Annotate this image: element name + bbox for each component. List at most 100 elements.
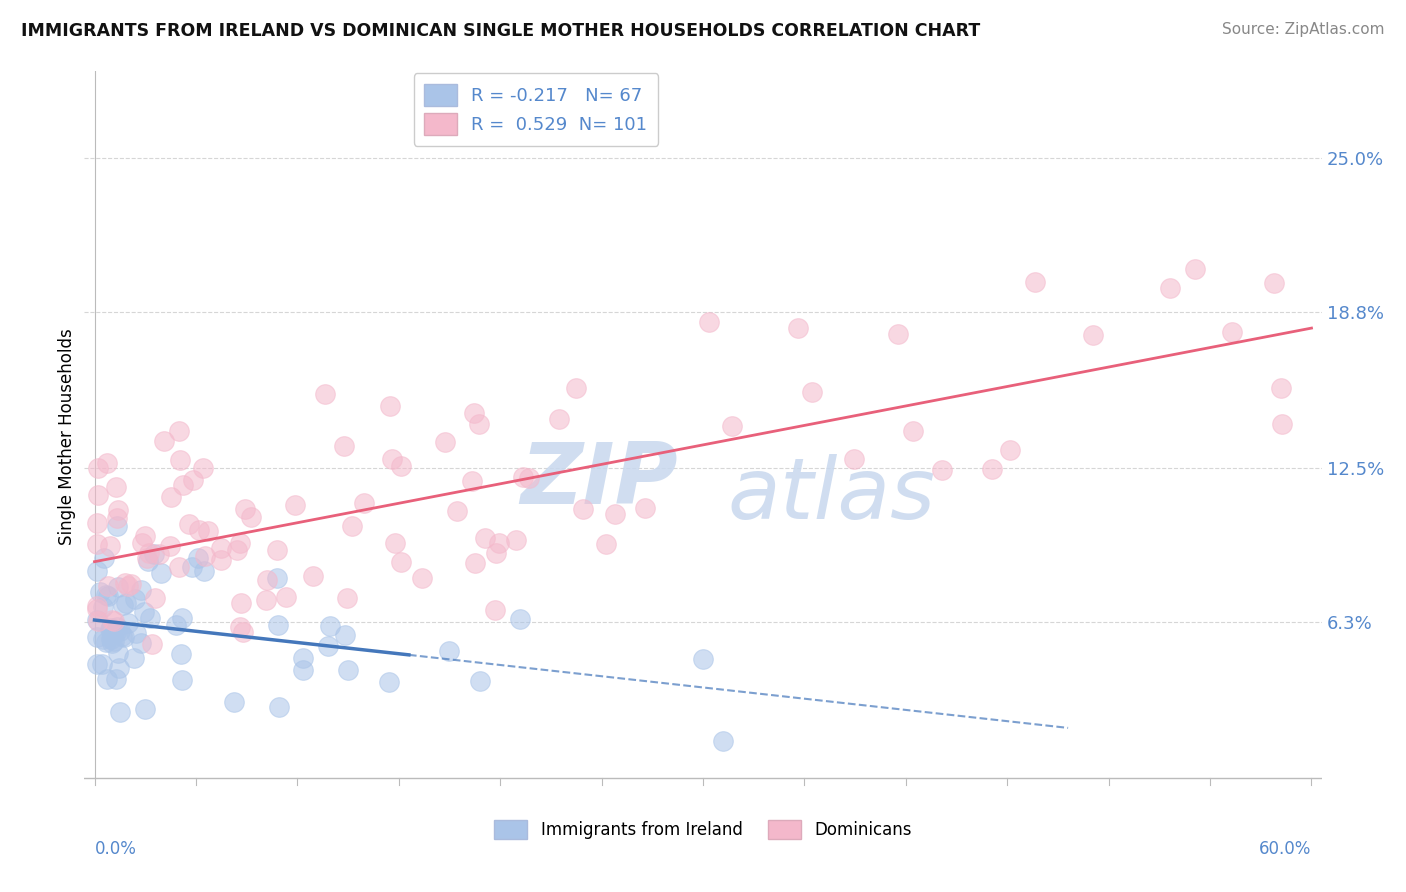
Text: Source: ZipAtlas.com: Source: ZipAtlas.com: [1222, 22, 1385, 37]
Point: [488, 536, 510, 550]
Point: [292, 650, 315, 665]
Point: [107, 502, 129, 516]
Point: [226, 542, 249, 557]
Point: [1159, 281, 1181, 295]
Point: [197, 524, 219, 539]
Point: [931, 463, 953, 477]
Point: [103, 614, 125, 628]
Point: [90, 657, 112, 671]
Point: [266, 542, 288, 557]
Point: [97, 589, 120, 603]
Point: [505, 533, 527, 548]
Point: [228, 619, 250, 633]
Point: [337, 663, 360, 677]
Point: [105, 511, 128, 525]
Point: [86, 516, 108, 531]
Point: [1081, 327, 1104, 342]
Point: [87, 615, 110, 629]
Point: [141, 637, 163, 651]
Point: [439, 644, 461, 658]
Point: [509, 612, 531, 626]
Point: [91, 599, 114, 614]
Point: [801, 384, 824, 399]
Point: [484, 602, 506, 616]
Point: [222, 695, 245, 709]
Point: [433, 434, 456, 449]
Point: [389, 458, 412, 473]
Point: [114, 596, 136, 610]
Point: [333, 439, 356, 453]
Point: [101, 636, 124, 650]
Point: [103, 634, 125, 648]
Point: [887, 326, 910, 341]
Text: 0.0%: 0.0%: [94, 840, 136, 858]
Text: IMMIGRANTS FROM IRELAND VS DOMINICAN SINGLE MOTHER HOUSEHOLDS CORRELATION CHART: IMMIGRANTS FROM IRELAND VS DOMINICAN SIN…: [21, 22, 980, 40]
Point: [117, 579, 139, 593]
Point: [169, 424, 191, 438]
Point: [254, 593, 277, 607]
Point: [134, 701, 156, 715]
Point: [474, 531, 496, 545]
Point: [86, 613, 108, 627]
Point: [149, 566, 172, 580]
Point: [1271, 417, 1294, 431]
Point: [96, 456, 118, 470]
Point: [122, 651, 145, 665]
Point: [107, 580, 129, 594]
Point: [124, 592, 146, 607]
Point: [170, 611, 193, 625]
Point: [139, 611, 162, 625]
Point: [468, 417, 491, 432]
Point: [167, 559, 190, 574]
Point: [1220, 325, 1243, 339]
Point: [169, 452, 191, 467]
Point: [269, 699, 291, 714]
Point: [131, 635, 153, 649]
Point: [464, 556, 486, 570]
Point: [97, 579, 120, 593]
Point: [377, 675, 399, 690]
Point: [229, 536, 252, 550]
Point: [633, 500, 655, 515]
Point: [100, 622, 122, 636]
Point: [232, 624, 254, 639]
Point: [595, 537, 617, 551]
Point: [1270, 381, 1292, 395]
Point: [229, 597, 252, 611]
Point: [112, 630, 135, 644]
Point: [131, 536, 153, 550]
Point: [191, 461, 214, 475]
Point: [108, 705, 131, 719]
Point: [120, 577, 142, 591]
Point: [692, 651, 714, 665]
Point: [96, 672, 118, 686]
Point: [170, 647, 193, 661]
Point: [105, 620, 128, 634]
Point: [378, 399, 401, 413]
Point: [461, 475, 484, 489]
Point: [194, 549, 217, 563]
Point: [93, 551, 115, 566]
Point: [697, 314, 720, 328]
Point: [711, 734, 734, 748]
Point: [87, 487, 110, 501]
Point: [235, 502, 257, 516]
Point: [110, 628, 132, 642]
Point: [340, 518, 363, 533]
Point: [844, 451, 866, 466]
Point: [314, 387, 336, 401]
Point: [96, 588, 118, 602]
Point: [548, 411, 571, 425]
Point: [266, 571, 288, 585]
Point: [100, 628, 122, 642]
Point: [1184, 262, 1206, 277]
Point: [786, 320, 808, 334]
Point: [172, 673, 194, 687]
Point: [100, 622, 122, 636]
Point: [572, 502, 595, 516]
Point: [389, 555, 412, 569]
Point: [981, 462, 1004, 476]
Point: [267, 617, 290, 632]
Point: [187, 550, 209, 565]
Point: [114, 576, 136, 591]
